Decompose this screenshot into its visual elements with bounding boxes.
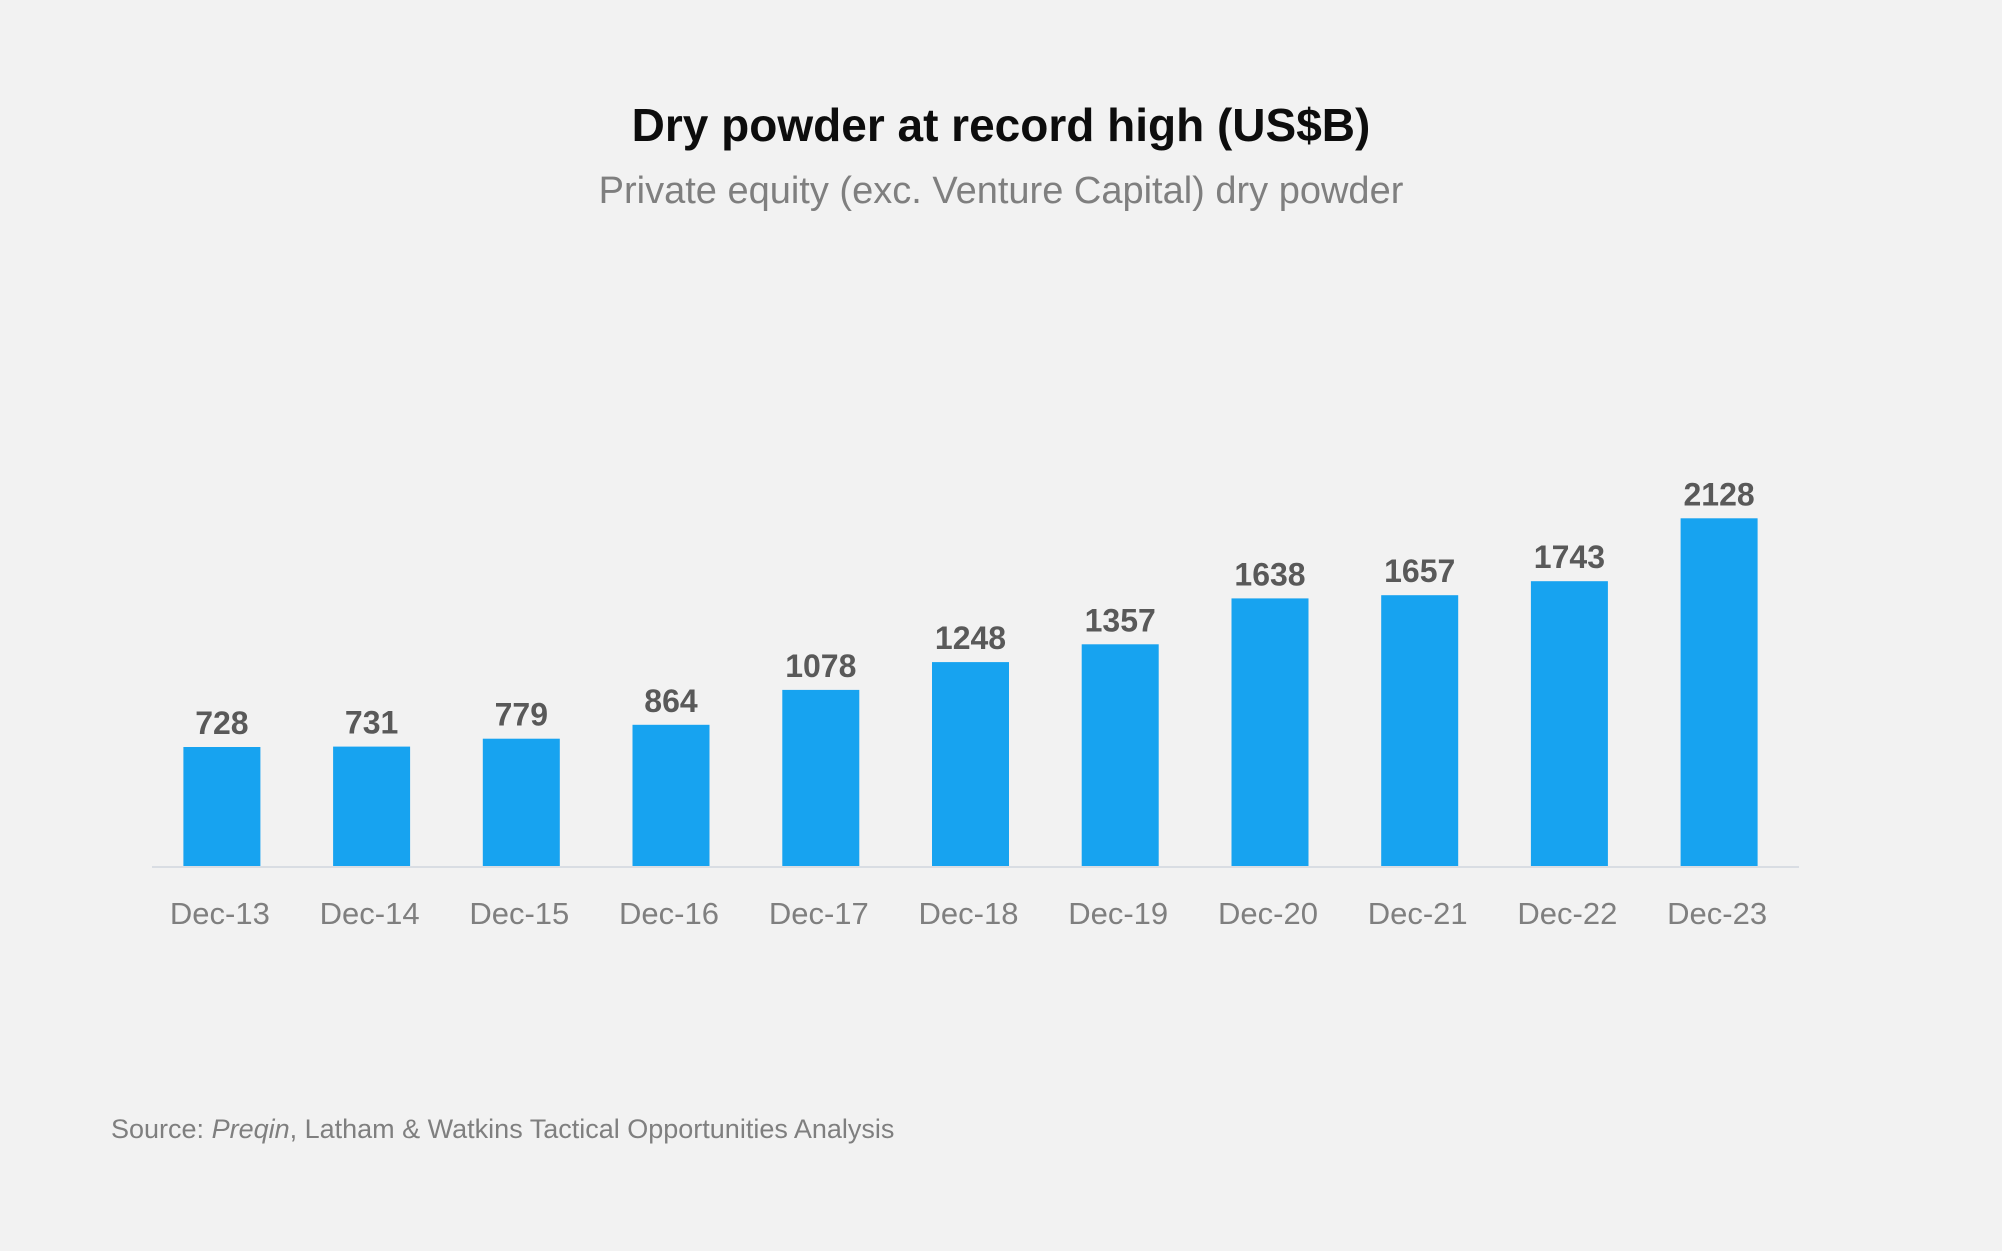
bar-dec-18 xyxy=(932,662,1009,866)
x-tick-label-dec-17: Dec-17 xyxy=(769,896,869,931)
bar-dec-15 xyxy=(482,738,560,866)
bar-dec-13 xyxy=(183,747,261,866)
x-tick-label-dec-23: Dec-23 xyxy=(1667,896,1767,931)
data-label-dec-15: 779 xyxy=(495,697,548,733)
data-label-dec-13: 728 xyxy=(195,705,248,741)
x-tick-label-dec-14: Dec-14 xyxy=(320,896,420,931)
data-label-dec-21: 1657 xyxy=(1384,553,1455,589)
data-label-dec-20: 1638 xyxy=(1234,556,1305,592)
data-label-dec-17: 1078 xyxy=(785,648,856,684)
data-label-dec-22: 1743 xyxy=(1534,539,1605,575)
data-label-dec-14: 731 xyxy=(345,705,398,741)
x-tick-label-dec-13: Dec-13 xyxy=(170,896,270,931)
x-tick-label-dec-19: Dec-19 xyxy=(1068,896,1168,931)
bar-dec-14 xyxy=(333,746,411,866)
data-label-dec-16: 864 xyxy=(644,683,698,719)
data-label-dec-23: 2128 xyxy=(1684,476,1755,512)
data-labels-group: 728 731 779 864 1078 1248 1357 1638 1657 1743 2128 xyxy=(195,476,1754,741)
chart-subtitle: Private equity (exc. Venture Capital) dr… xyxy=(598,170,1404,212)
x-tick-label-dec-15: Dec-15 xyxy=(469,896,569,931)
x-tick-label-dec-16: Dec-16 xyxy=(619,896,719,931)
bar-dec-21 xyxy=(1381,595,1459,866)
source-note: Source: Preqin, Latham & Watkins Tactica… xyxy=(111,1114,894,1145)
source-prefix: Source: xyxy=(111,1114,212,1144)
source-rest: , Latham & Watkins Tactical Opportunitie… xyxy=(289,1114,895,1144)
x-tick-label-dec-21: Dec-21 xyxy=(1368,896,1468,931)
source-publisher: Preqin xyxy=(211,1114,290,1144)
bar-dec-17 xyxy=(782,689,860,866)
chart-title: Dry powder at record high (US$B) xyxy=(631,99,1371,151)
data-label-dec-19: 1357 xyxy=(1085,602,1156,638)
data-label-dec-18: 1248 xyxy=(935,620,1006,656)
x-tick-label-dec-18: Dec-18 xyxy=(919,896,1019,931)
bars-group xyxy=(183,518,1758,866)
x-tick-label-dec-22: Dec-22 xyxy=(1517,896,1617,931)
bar-dec-19 xyxy=(1081,644,1159,866)
bar-dec-20 xyxy=(1231,598,1309,866)
bar-dec-23 xyxy=(1680,518,1758,866)
bar-dec-22 xyxy=(1530,581,1608,866)
x-tick-labels-group: Dec-13 Dec-14 Dec-15 Dec-16 Dec-17 Dec-18 Dec-… xyxy=(170,896,1767,931)
x-tick-label-dec-20: Dec-20 xyxy=(1218,896,1318,931)
bar-dec-16 xyxy=(632,724,710,866)
